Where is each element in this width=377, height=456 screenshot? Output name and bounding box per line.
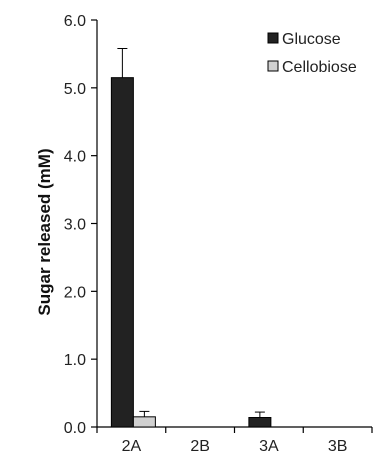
bar <box>132 416 156 428</box>
x-axis: 2A 2B 3A 3B <box>96 426 373 455</box>
legend: Glucose Cellobiose <box>267 31 357 76</box>
y-tick-label: 3.0 <box>64 217 86 234</box>
x-tick-label: 2B <box>190 438 210 455</box>
y-tick-label: 1.0 <box>64 352 86 369</box>
y-tick-label: 5.0 <box>64 81 86 98</box>
legend-label: Glucose <box>282 31 341 48</box>
y-tick-label: 2.0 <box>64 284 86 301</box>
legend-label: Cellobiose <box>282 59 357 76</box>
y-axis-title: Sugar released (mM) <box>35 148 54 315</box>
x-tick-label: 2A <box>122 438 142 455</box>
bar <box>248 417 272 428</box>
y-tick-label: 4.0 <box>64 149 86 166</box>
y-tick-label: 6.0 <box>64 13 86 30</box>
bar <box>110 77 134 428</box>
y-axis: 0.0 1.0 2.0 3.0 4.0 5.0 6.0 <box>64 13 98 437</box>
x-tick-label: 3A <box>259 438 279 455</box>
bars <box>110 47 272 428</box>
y-tick-label: 0.0 <box>64 420 86 437</box>
x-tick-label: 3B <box>328 438 348 455</box>
legend-swatch <box>267 60 279 72</box>
legend-swatch <box>267 32 279 44</box>
